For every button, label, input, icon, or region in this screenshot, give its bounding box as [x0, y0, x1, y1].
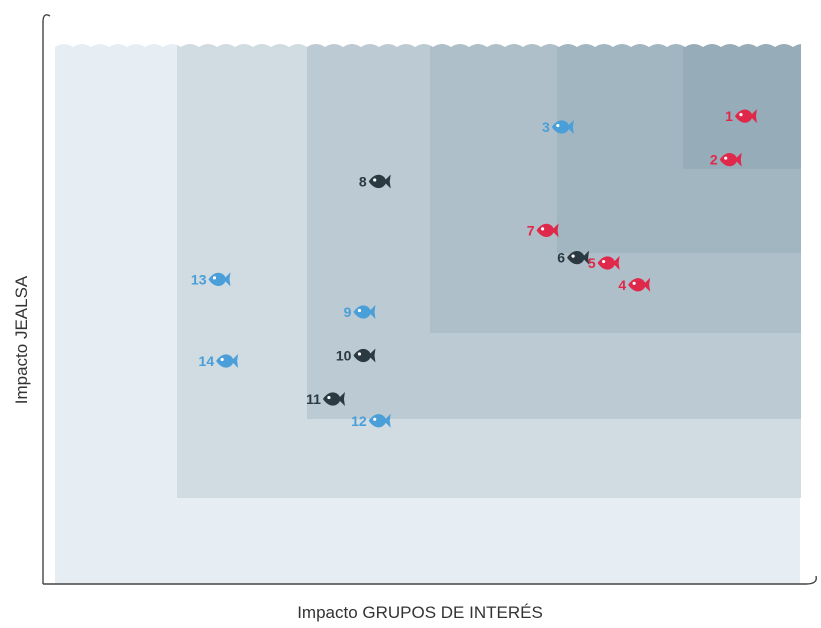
data-point-8: 8 — [359, 173, 391, 189]
data-point-1: 1 — [725, 108, 757, 124]
fish-marker-icon — [567, 250, 590, 265]
fish-marker-icon — [216, 353, 239, 368]
data-point-11: 11 — [306, 391, 345, 407]
x-axis-label: Impacto GRUPOS DE INTERÉS — [297, 603, 543, 622]
fish-eye — [540, 227, 545, 231]
x-axis-line — [43, 575, 817, 585]
point-label: 14 — [199, 353, 215, 369]
data-point-10: 10 — [336, 348, 376, 364]
fish-marker-icon — [322, 392, 345, 407]
data-point-2: 2 — [710, 152, 742, 168]
point-label: 11 — [306, 391, 321, 407]
fish-marker-icon — [597, 256, 620, 271]
fish-eye — [373, 417, 377, 421]
fish-eye — [632, 281, 636, 285]
data-point-4: 4 — [618, 277, 651, 293]
point-label: 4 — [618, 277, 626, 293]
fish-eye — [571, 254, 575, 258]
fish-marker-icon — [719, 152, 742, 167]
fish-marker-icon — [353, 305, 376, 319]
data-point-6: 6 — [557, 250, 590, 266]
fish-eye — [556, 123, 560, 128]
axes — [42, 14, 817, 585]
data-point-7: 7 — [527, 222, 559, 238]
point-label: 1 — [725, 108, 733, 124]
fish-eye — [739, 113, 743, 117]
data-point-3: 3 — [542, 119, 574, 135]
fish-eye — [357, 308, 362, 313]
fish-marker-icon — [368, 174, 391, 189]
fish-marker-icon — [353, 348, 376, 363]
fish-eye — [212, 276, 217, 280]
fish-eye — [373, 178, 377, 182]
fish-marker-icon — [368, 413, 391, 428]
wavy-top-edge — [55, 38, 811, 47]
point-label: 5 — [588, 255, 596, 271]
fish-marker-icon — [734, 109, 757, 124]
point-label: 3 — [542, 119, 550, 135]
point-label: 8 — [359, 173, 367, 189]
data-point-12: 12 — [351, 413, 391, 429]
impact-zone-6 — [683, 43, 801, 169]
fish-eye — [357, 352, 362, 356]
fish-marker-icon — [208, 272, 231, 287]
y-axis-line — [42, 14, 51, 584]
y-axis-label: Impacto JEALSA — [12, 275, 31, 404]
data-point-5: 5 — [588, 255, 620, 271]
fish-marker-icon — [551, 120, 574, 135]
point-label: 10 — [336, 348, 352, 364]
fish-marker-icon — [628, 277, 651, 292]
data-point-13: 13 — [191, 271, 231, 287]
point-label: 6 — [557, 250, 565, 266]
point-label: 9 — [344, 304, 352, 320]
point-label: 12 — [351, 413, 367, 429]
fish-eye — [602, 259, 606, 264]
fish-marker-icon — [536, 223, 559, 238]
point-label: 13 — [191, 271, 207, 287]
point-label: 2 — [710, 152, 718, 168]
point-label: 7 — [527, 222, 535, 238]
fish-eye — [327, 395, 331, 400]
fish-eye — [220, 357, 224, 362]
data-point-9: 9 — [344, 304, 376, 320]
fish-eye — [724, 156, 728, 160]
impact-zones — [55, 38, 811, 584]
data-point-14: 14 — [199, 353, 239, 369]
